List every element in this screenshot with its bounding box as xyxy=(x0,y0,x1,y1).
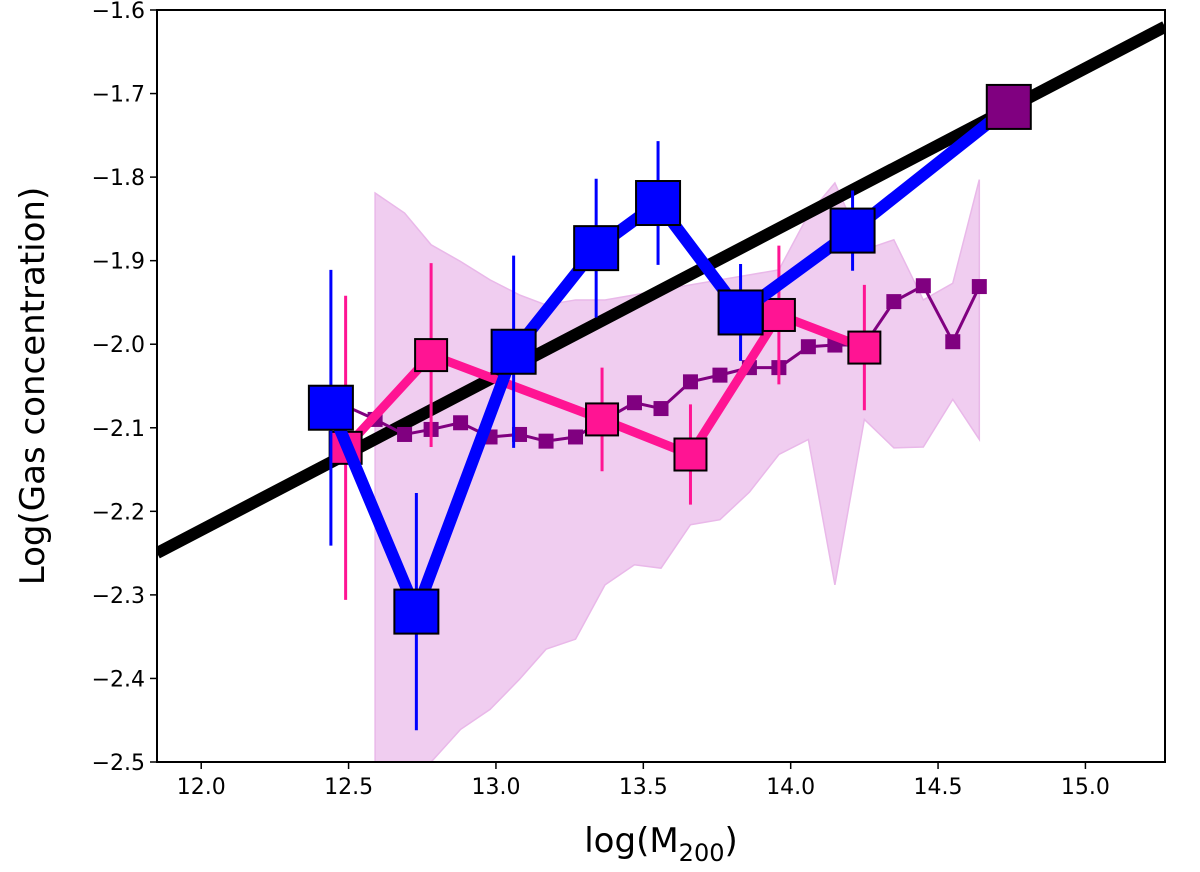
x-label-subscript: 200 xyxy=(679,839,725,867)
x-tick-label: 13.0 xyxy=(471,775,520,800)
marker xyxy=(761,297,796,332)
marker xyxy=(886,294,902,310)
marker xyxy=(393,588,440,635)
marker xyxy=(985,83,1032,130)
x-label-main: log(M xyxy=(584,821,678,861)
marker xyxy=(414,338,449,373)
marker xyxy=(573,225,620,272)
marker xyxy=(307,384,354,431)
marker xyxy=(397,426,413,442)
marker xyxy=(653,401,669,417)
x-tick-label: 15.0 xyxy=(1061,775,1110,800)
plot-area xyxy=(157,21,1165,762)
axes-frame xyxy=(156,9,1166,763)
y-tick-label: −1.9 xyxy=(92,250,145,275)
y-tick-label: −2.5 xyxy=(92,751,145,776)
marker xyxy=(945,334,961,350)
marker xyxy=(626,395,642,411)
x-label-close: ) xyxy=(724,821,737,861)
x-tick-label: 12.0 xyxy=(177,775,226,800)
marker xyxy=(717,289,764,336)
y-tick-label: −2.0 xyxy=(92,333,145,358)
x-tick-label: 13.5 xyxy=(619,775,668,800)
marker xyxy=(712,367,728,383)
marker xyxy=(635,180,682,227)
marker xyxy=(682,374,698,390)
x-tick-label: 12.5 xyxy=(324,775,373,800)
marker xyxy=(847,330,882,365)
marker xyxy=(490,328,537,375)
y-tick-label: −2.2 xyxy=(92,500,145,525)
marker xyxy=(800,339,816,355)
marker xyxy=(971,279,987,295)
y-tick-label: −1.7 xyxy=(92,83,145,108)
y-tick-label: −2.1 xyxy=(92,417,145,442)
y-tick-label: −2.3 xyxy=(92,584,145,609)
y-tick-label: −2.4 xyxy=(92,667,145,692)
y-tick-label: −1.6 xyxy=(92,0,145,24)
marker xyxy=(829,207,876,254)
marker xyxy=(568,429,584,445)
marker xyxy=(673,437,708,472)
marker xyxy=(453,415,469,431)
y-tick-label: −1.8 xyxy=(92,166,145,191)
marker xyxy=(585,402,620,437)
marker xyxy=(538,433,554,449)
x-tick-label: 14.0 xyxy=(766,775,815,800)
x-axis-label: log(M200) xyxy=(584,821,738,867)
x-tick-label: 14.5 xyxy=(914,775,963,800)
marker xyxy=(915,278,931,294)
y-axis-label: Log(Gas concentration) xyxy=(13,187,53,585)
